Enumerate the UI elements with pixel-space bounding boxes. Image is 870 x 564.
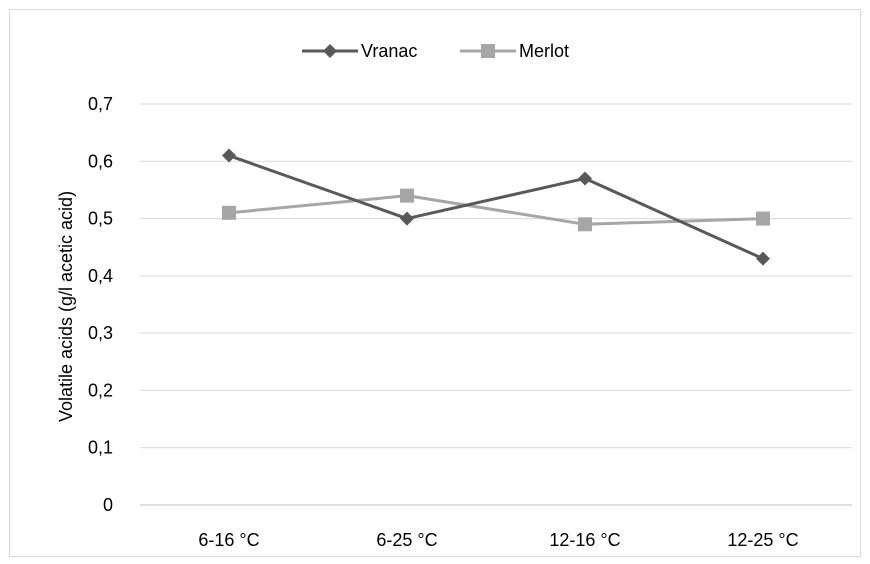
y-tick-label: 0,2 [88, 380, 113, 400]
legend-label-vranac: Vranac [361, 41, 417, 61]
series-line-vranac [228, 154, 764, 261]
y-tick-label: 0,1 [88, 438, 113, 458]
x-tick-label: 12-25 °C [727, 530, 798, 550]
x-tick-labels: 6-16 °C 6-25 °C 12-16 °C 12-25 °C [198, 530, 798, 550]
legend: Vranac Merlot [302, 41, 569, 61]
data-point-merlot [400, 188, 414, 203]
series-lines [222, 148, 770, 266]
data-point-merlot [756, 211, 770, 226]
legend-marker-vranac [323, 44, 337, 58]
legend-label-merlot: Merlot [519, 41, 569, 61]
y-tick-label: 0,6 [88, 151, 113, 171]
y-tick-label: 0,5 [88, 209, 113, 229]
data-point-vranac [756, 251, 770, 266]
legend-marker-merlot [481, 44, 495, 58]
chart-frame [9, 9, 861, 557]
y-tick-label: 0,4 [88, 266, 113, 286]
data-point-merlot [578, 217, 592, 232]
data-point-vranac [222, 148, 236, 163]
x-tick-label: 6-25 °C [376, 530, 437, 550]
data-point-merlot [222, 205, 236, 220]
y-axis-title: Volatile acids (g/l acetic acid) [56, 191, 76, 422]
data-point-vranac [578, 171, 592, 186]
y-tick-label: 0 [103, 495, 113, 515]
x-tick-label: 6-16 °C [198, 530, 259, 550]
gridlines [140, 103, 852, 506]
y-tick-label: 0,7 [88, 94, 113, 114]
y-tick-labels: 0 0,1 0,2 0,3 0,4 0,5 0,6 0,7 [88, 94, 113, 515]
y-tick-label: 0,3 [88, 323, 113, 343]
series-line-merlot [228, 194, 764, 226]
data-point-vranac [400, 211, 414, 226]
x-tick-label: 12-16 °C [549, 530, 620, 550]
